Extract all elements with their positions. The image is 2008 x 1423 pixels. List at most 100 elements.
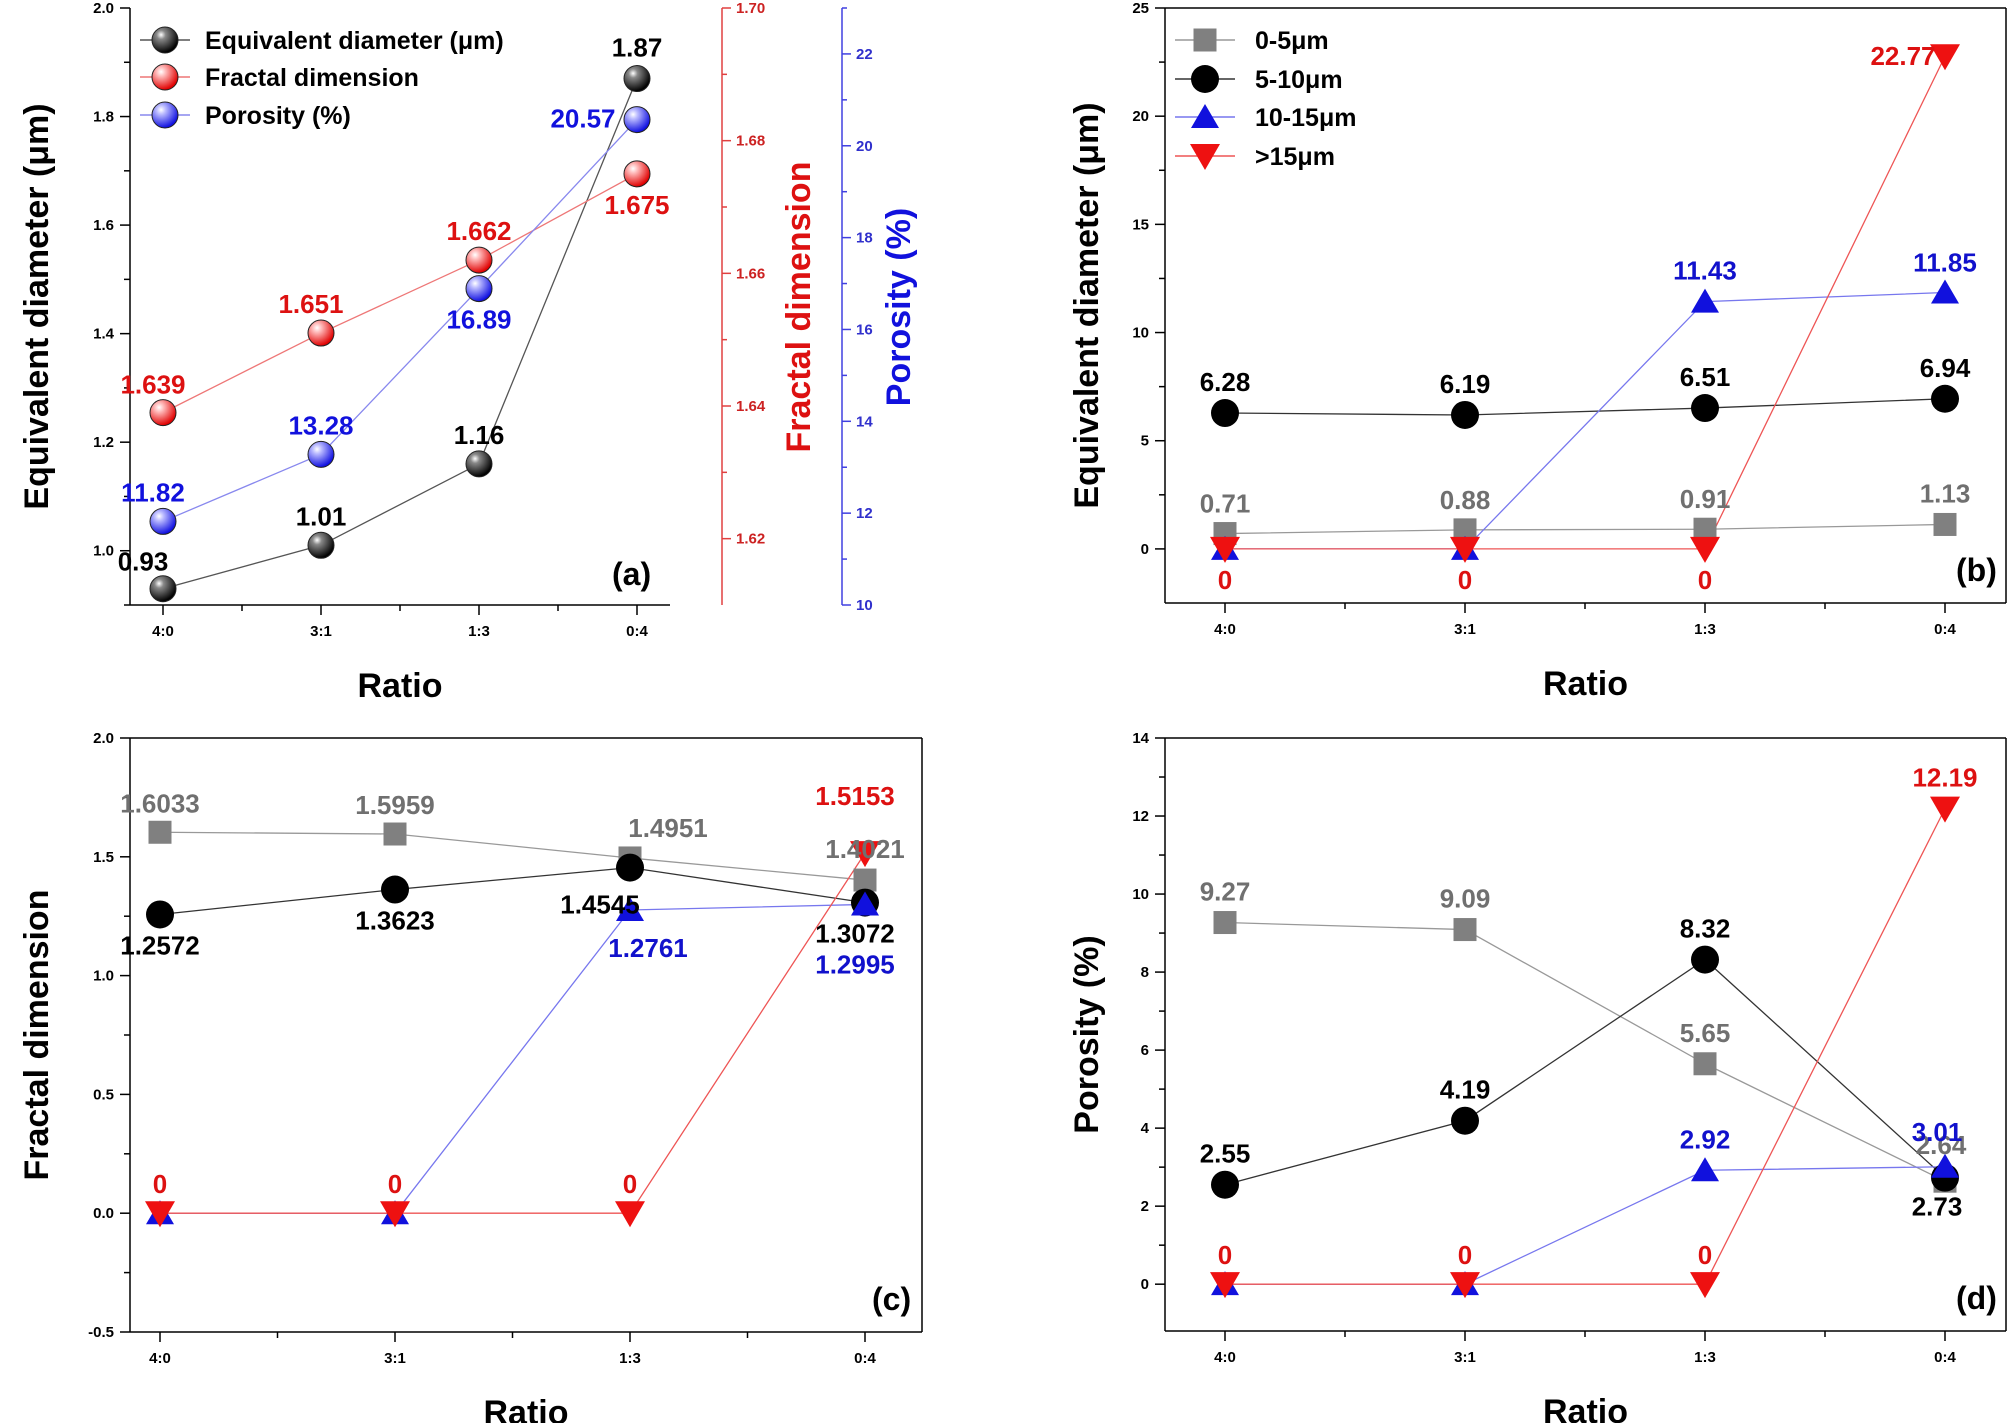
data-point bbox=[1210, 1272, 1240, 1299]
y-tick-label: -0.5 bbox=[88, 1324, 114, 1341]
legend-text: >15μm bbox=[1255, 143, 1335, 171]
porosity-tick-label: 16 bbox=[856, 321, 873, 338]
y-axis-title: Equivalent diameter (μm) bbox=[1068, 102, 1106, 508]
series-line bbox=[162, 119, 638, 523]
data-label: 0.88 bbox=[1440, 485, 1491, 515]
data-point bbox=[1930, 44, 1960, 71]
y-tick-label: 0 bbox=[1141, 541, 1149, 558]
porosity-tick-label: 18 bbox=[856, 230, 873, 247]
data-label: 8.32 bbox=[1680, 914, 1731, 944]
porosity-tick-label: 10 bbox=[856, 597, 873, 614]
data-point bbox=[1450, 1272, 1480, 1299]
data-label: 2.92 bbox=[1680, 1124, 1731, 1154]
fractal-axis-title: Fractal dimension bbox=[780, 162, 818, 453]
data-point bbox=[615, 1201, 645, 1228]
data-point bbox=[465, 450, 493, 478]
y-axis-title: Fractal dimension bbox=[18, 890, 56, 1181]
y-tick-label: 5 bbox=[1141, 433, 1149, 450]
data-point bbox=[1931, 279, 1959, 304]
data-point bbox=[1211, 1170, 1239, 1199]
data-point bbox=[307, 531, 335, 559]
x-tick-label: 3:1 bbox=[310, 623, 332, 640]
data-point bbox=[1450, 536, 1480, 563]
panel-letter: (a) bbox=[612, 556, 651, 592]
x-tick-label: 4:0 bbox=[1214, 621, 1236, 638]
data-point bbox=[307, 440, 335, 468]
data-point bbox=[623, 65, 651, 93]
legend-marker bbox=[151, 63, 179, 91]
data-label: 1.5153 bbox=[815, 781, 895, 811]
data-label: 1.2761 bbox=[608, 933, 688, 963]
data-label: 11.85 bbox=[1913, 248, 1977, 278]
y-tick-label: 1.0 bbox=[93, 543, 114, 560]
y-tick-label: 14 bbox=[1132, 730, 1149, 747]
legend-marker bbox=[151, 101, 179, 129]
data-point bbox=[623, 106, 651, 134]
data-point bbox=[380, 1201, 410, 1228]
series-line bbox=[1225, 1166, 1946, 1285]
legend-marker bbox=[151, 26, 179, 54]
data-label: 16.89 bbox=[446, 305, 511, 335]
data-point bbox=[1210, 536, 1240, 563]
data-label: 1.5959 bbox=[355, 790, 435, 820]
data-point bbox=[850, 841, 880, 868]
legend-text: 5-10μm bbox=[1255, 66, 1343, 94]
x-tick-label: 0:4 bbox=[1934, 621, 1956, 638]
data-label: 2.55 bbox=[1200, 1139, 1251, 1169]
data-point bbox=[1693, 1052, 1717, 1076]
x-tick-label: 0:4 bbox=[626, 623, 648, 640]
y-tick-label: 15 bbox=[1132, 216, 1149, 233]
data-label: 0 bbox=[1698, 1240, 1712, 1270]
legend-text: Porosity (%) bbox=[205, 102, 351, 130]
data-point bbox=[616, 853, 644, 882]
x-tick-label: 0:4 bbox=[854, 1350, 876, 1367]
x-axis-title: Ratio bbox=[358, 667, 443, 705]
data-label: 0 bbox=[1698, 565, 1712, 595]
data-point bbox=[307, 319, 335, 347]
data-label: 1.01 bbox=[296, 501, 347, 531]
y-tick-label: 25 bbox=[1132, 0, 1149, 17]
y-tick-label: 8 bbox=[1141, 964, 1149, 981]
data-point bbox=[616, 896, 644, 921]
data-point bbox=[1691, 394, 1719, 423]
data-label: 0.93 bbox=[118, 547, 169, 577]
x-tick-label: 4:0 bbox=[152, 623, 174, 640]
series-line bbox=[160, 852, 866, 1214]
y-tick-label: 10 bbox=[1132, 325, 1149, 342]
data-point bbox=[149, 575, 177, 603]
data-label: 1.3072 bbox=[815, 919, 895, 949]
porosity-tick-label: 12 bbox=[856, 505, 873, 522]
data-point bbox=[146, 900, 174, 929]
y-axis-title: Porosity (%) bbox=[1068, 935, 1106, 1133]
porosity-axis-title: Porosity (%) bbox=[880, 208, 918, 406]
data-label: 0 bbox=[1218, 1240, 1232, 1270]
data-point bbox=[145, 1201, 175, 1228]
series-line bbox=[1224, 398, 1946, 416]
panel-d: 4:0 3:1 1:3 0:4 Ratio 0 2 4 6 8 10 12 14 Porosity (%)… bbox=[1068, 730, 2007, 1423]
panel-letter: (d) bbox=[1956, 1280, 1997, 1316]
y-tick-label: 20 bbox=[1132, 108, 1149, 125]
x-tick-label: 1:3 bbox=[1694, 621, 1716, 638]
data-label: 1.4545 bbox=[560, 890, 640, 920]
data-label: 0 bbox=[623, 1169, 637, 1199]
data-label: 9.27 bbox=[1200, 877, 1251, 907]
y-tick-label: 1.2 bbox=[93, 434, 114, 451]
data-label: 11.43 bbox=[1673, 256, 1737, 286]
fractal-tick-label: 1.66 bbox=[736, 265, 765, 282]
data-point bbox=[1691, 288, 1719, 313]
data-label: 0.91 bbox=[1680, 484, 1731, 514]
y-tick-label: 1.4 bbox=[93, 326, 115, 343]
y-tick-label: 2.0 bbox=[93, 730, 114, 747]
y-tick-label: 2 bbox=[1141, 1198, 1149, 1215]
data-label: 1.6033 bbox=[120, 788, 200, 818]
y-tick-label: 1.5 bbox=[93, 849, 114, 866]
y-tick-label: 1.6 bbox=[93, 217, 114, 234]
data-point bbox=[1690, 1272, 1720, 1299]
x-tick-label: 3:1 bbox=[384, 1350, 406, 1367]
data-point bbox=[1691, 1157, 1719, 1182]
x-tick-label: 1:3 bbox=[468, 623, 490, 640]
data-point bbox=[1451, 400, 1479, 429]
data-label: 6.28 bbox=[1200, 367, 1251, 397]
data-label: 1.2572 bbox=[120, 930, 200, 960]
